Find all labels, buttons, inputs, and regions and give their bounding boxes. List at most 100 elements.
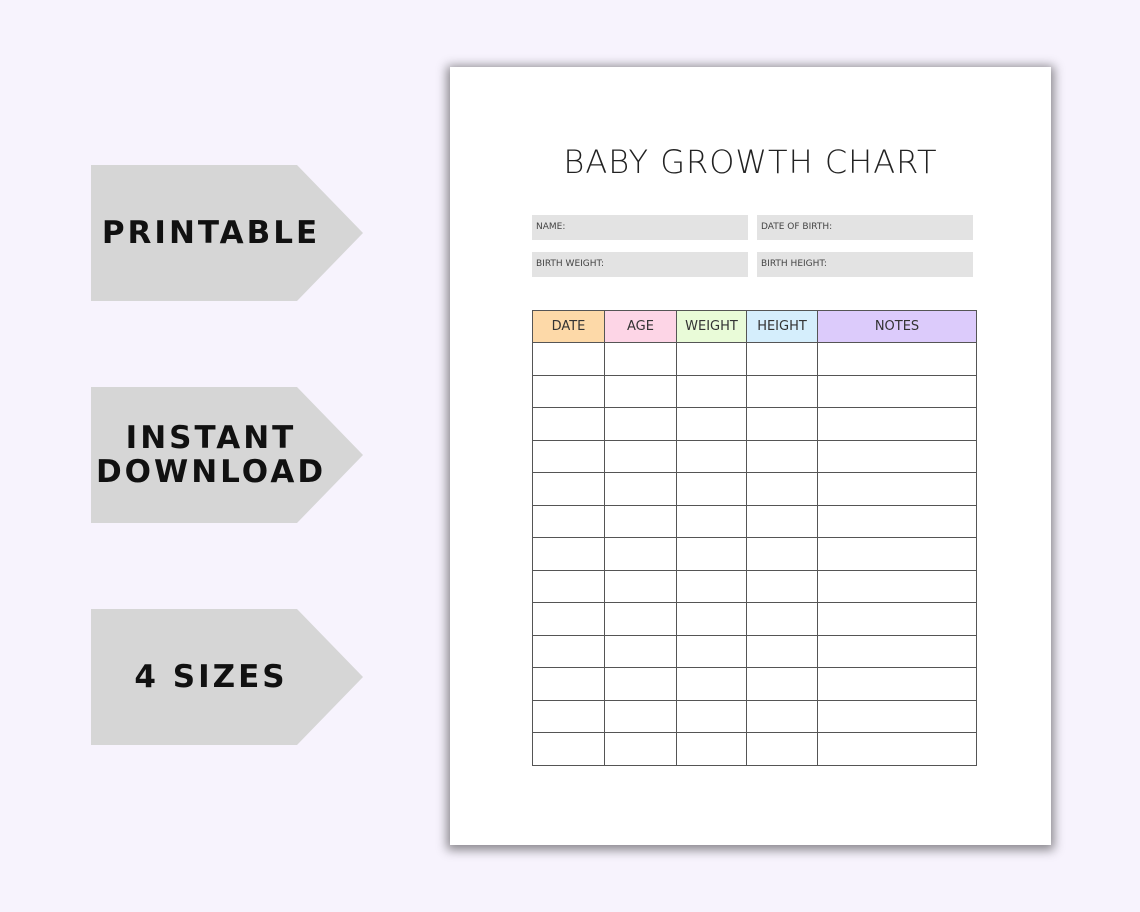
sheet-title: BABY GROWTH CHART xyxy=(563,143,938,181)
table-cell xyxy=(746,667,818,701)
field: BIRTH HEIGHT: xyxy=(757,252,973,277)
table-cell xyxy=(604,634,677,668)
table-cell xyxy=(532,602,605,636)
table-cell xyxy=(817,634,977,668)
field: DATE OF BIRTH: xyxy=(757,215,973,240)
header-row: DATE AGE WEIGHT HEIGHT NOTES xyxy=(532,310,977,343)
badge-text: PRINTABLE xyxy=(91,165,331,301)
table-row xyxy=(532,407,977,441)
table-cell xyxy=(532,634,605,668)
badge-line: PRINTABLE xyxy=(101,215,321,251)
badge-shape xyxy=(91,165,363,301)
table-cell xyxy=(604,699,677,733)
table-cell xyxy=(532,667,605,701)
badge-shape xyxy=(91,387,363,523)
table-cell xyxy=(746,634,818,668)
table-cell xyxy=(817,374,977,408)
column-header: HEIGHT xyxy=(746,310,818,343)
table-cell xyxy=(604,439,677,473)
table-cell xyxy=(817,569,977,603)
table-cell xyxy=(817,342,977,376)
table-cell xyxy=(817,439,977,473)
table-cell xyxy=(676,407,747,441)
field: NAME: xyxy=(532,215,748,240)
badge: 4 SIZES xyxy=(91,609,363,745)
table-cell xyxy=(532,439,605,473)
column-header: NOTES xyxy=(817,310,977,343)
badge-shape xyxy=(91,609,363,745)
table-row xyxy=(532,342,977,376)
table-cell xyxy=(532,504,605,538)
table-cell xyxy=(746,732,818,766)
table-cell xyxy=(604,602,677,636)
table-cell xyxy=(817,699,977,733)
table-cell xyxy=(676,342,747,376)
column-header: AGE xyxy=(604,310,677,343)
table-cell xyxy=(532,374,605,408)
table-cell xyxy=(676,634,747,668)
table-cell xyxy=(676,667,747,701)
table-row xyxy=(532,537,977,571)
table-cell xyxy=(532,472,605,506)
table-row xyxy=(532,667,977,701)
table-cell xyxy=(604,537,677,571)
growth-table: DATE AGE WEIGHT HEIGHT NOTES xyxy=(532,310,977,766)
table-row xyxy=(532,634,977,668)
badge-line: DOWNLOAD xyxy=(95,454,327,490)
table-cell xyxy=(604,342,677,376)
table-cell xyxy=(676,569,747,603)
column-header: WEIGHT xyxy=(676,310,747,343)
table-row xyxy=(532,602,977,636)
badge-text: INSTANT DOWNLOAD xyxy=(91,387,331,523)
printable-sheet: BABY GROWTH CHART NAME: DATE OF BIRTH: B… xyxy=(450,67,1051,845)
table-row xyxy=(532,374,977,408)
table-cell xyxy=(604,504,677,538)
table-cell xyxy=(604,374,677,408)
table-cell xyxy=(676,537,747,571)
table-row xyxy=(532,472,977,506)
table-row xyxy=(532,569,977,603)
table-cell xyxy=(746,537,818,571)
table-cell xyxy=(817,537,977,571)
badge: PRINTABLE xyxy=(91,165,363,301)
table-cell xyxy=(604,732,677,766)
table-cell xyxy=(532,732,605,766)
table-cell xyxy=(817,602,977,636)
table-cell xyxy=(532,342,605,376)
table-row xyxy=(532,732,977,766)
table-cell xyxy=(746,504,818,538)
table-cell xyxy=(676,602,747,636)
badge-text: 4 SIZES xyxy=(91,609,331,745)
column-header: DATE xyxy=(532,310,605,343)
table-cell xyxy=(817,732,977,766)
table-cell xyxy=(532,569,605,603)
table-row xyxy=(532,439,977,473)
table-cell xyxy=(676,732,747,766)
table-cell xyxy=(676,504,747,538)
table-cell xyxy=(746,342,818,376)
table-cell xyxy=(676,374,747,408)
table-cell xyxy=(746,407,818,441)
table-cell xyxy=(746,569,818,603)
table-cell xyxy=(532,537,605,571)
table-cell xyxy=(746,472,818,506)
badge-line: 4 SIZES xyxy=(134,659,288,695)
table-cell xyxy=(676,472,747,506)
table-cell xyxy=(676,439,747,473)
table-row xyxy=(532,699,977,733)
badge-line: INSTANT xyxy=(125,420,297,456)
table-cell xyxy=(817,407,977,441)
table-cell xyxy=(746,699,818,733)
table-cell xyxy=(746,439,818,473)
table-row xyxy=(532,504,977,538)
table-cell xyxy=(604,407,677,441)
table-cell xyxy=(817,667,977,701)
table-cell xyxy=(676,699,747,733)
table-cell xyxy=(746,374,818,408)
table-cell xyxy=(532,407,605,441)
table-cell xyxy=(604,569,677,603)
table-cell xyxy=(604,472,677,506)
field: BIRTH WEIGHT: xyxy=(532,252,748,277)
table-cell xyxy=(817,504,977,538)
